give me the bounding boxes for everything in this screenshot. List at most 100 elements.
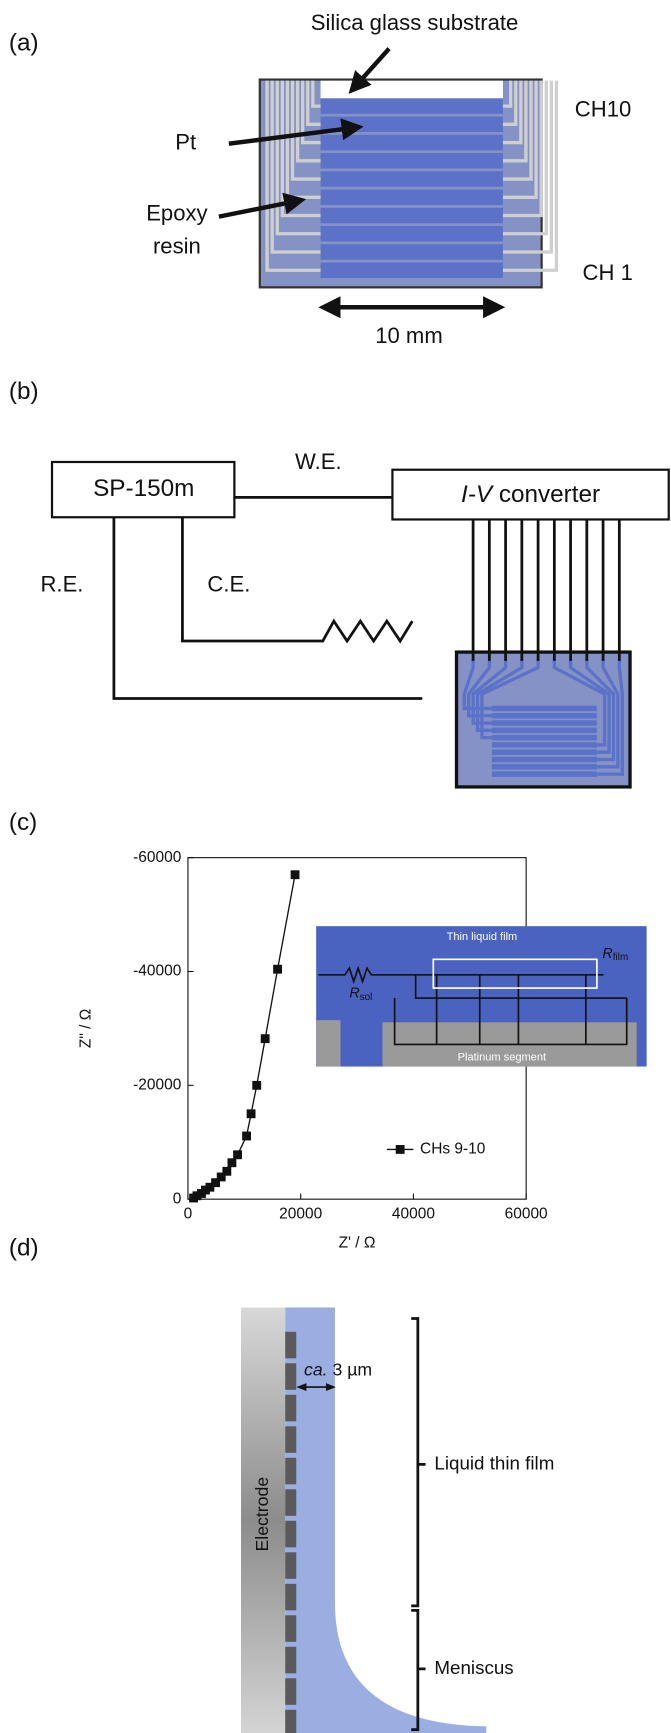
trace <box>502 80 554 254</box>
point <box>273 964 282 974</box>
trace <box>502 80 523 145</box>
trace <box>502 80 518 126</box>
trace <box>480 658 540 740</box>
scale-label: 10 mm <box>375 323 443 348</box>
segment <box>285 1457 297 1485</box>
x-tick-label: 60000 <box>505 1206 548 1223</box>
y-axis-label: Z" / Ω <box>77 1009 94 1048</box>
trace <box>502 80 513 108</box>
point <box>227 1158 237 1168</box>
pt-stripe <box>320 226 503 242</box>
pt-stripe <box>320 244 503 260</box>
arrow <box>218 192 307 219</box>
segment <box>285 1489 297 1516</box>
trace <box>471 658 508 725</box>
segment <box>285 1520 297 1548</box>
trace <box>311 80 321 108</box>
channel-label: CH 1 <box>583 260 633 285</box>
electrode <box>241 1307 286 1733</box>
subscript: sol <box>360 992 373 1003</box>
inset: Thin liquid film Platinum segment Rsol R… <box>316 926 647 1067</box>
panel-label: (d) <box>9 1234 39 1261</box>
x-tick-label: 0 <box>184 1206 193 1223</box>
electrode-label: Electrode <box>252 1477 272 1552</box>
annotation: Pt <box>175 130 196 155</box>
point <box>242 1131 251 1141</box>
wires <box>112 495 423 700</box>
pt-stripe <box>320 153 503 169</box>
point <box>290 870 300 880</box>
instrument-label: SP-150m <box>93 475 194 502</box>
pt-stripe <box>320 116 503 133</box>
point <box>216 1172 226 1182</box>
pt-stripe <box>320 98 503 114</box>
converter-label: I-V converter <box>461 482 600 509</box>
legend-marker <box>395 1145 405 1154</box>
point <box>252 1080 262 1090</box>
inset-label: Rsol <box>349 985 372 1002</box>
segment <box>285 1363 297 1390</box>
arrow <box>348 47 391 94</box>
pt-stripe <box>491 764 597 770</box>
trace <box>295 80 321 163</box>
point <box>233 1150 242 1160</box>
chart: 0 20000 40000 60000 0 -20000 -40000 -60000 Z' / … <box>77 849 547 1252</box>
segment <box>285 1583 297 1611</box>
liquid <box>285 1307 487 1733</box>
trace <box>502 80 559 272</box>
segment <box>285 1646 297 1674</box>
series-line <box>193 874 296 1199</box>
device <box>258 78 559 289</box>
pt-stripe <box>320 262 503 278</box>
electrode-label: W.E. <box>295 449 342 474</box>
pt-stripe <box>491 727 597 734</box>
trace <box>502 80 543 218</box>
inset-label: Platinum segment <box>458 1052 546 1064</box>
trace <box>502 80 548 236</box>
thickness-label: ca. 3 µm <box>304 1359 372 1379</box>
inset-label: Rfilm <box>602 946 628 963</box>
region-label: Liquid thin film <box>434 1452 554 1473</box>
pt-stripe <box>491 734 597 741</box>
x-tick-label: 20000 <box>279 1206 322 1223</box>
panel-label: (a) <box>9 30 39 57</box>
region-label: Meniscus <box>434 1657 513 1678</box>
panel-label: (b) <box>9 378 39 405</box>
point <box>205 1182 215 1192</box>
pt-stripe <box>491 742 597 748</box>
pt-stripe <box>491 712 597 719</box>
segment <box>285 1615 297 1642</box>
trace <box>596 658 624 776</box>
small-device <box>454 650 632 789</box>
pt-stripe <box>320 134 503 151</box>
trace <box>301 80 321 145</box>
trace <box>502 80 528 163</box>
converter-italic: I-V <box>461 482 495 509</box>
symbol: R <box>602 946 612 962</box>
segment <box>285 1394 297 1422</box>
annotation: Silica glass substrate <box>311 10 519 35</box>
trace <box>280 80 321 218</box>
inset-label: Thin liquid film <box>447 931 518 943</box>
legend-label: CHs 9-10 <box>420 1141 485 1158</box>
trace <box>585 658 616 762</box>
trace <box>502 80 533 181</box>
segment <box>285 1331 297 1359</box>
pt-stripe <box>491 705 597 712</box>
point <box>260 1034 270 1044</box>
trace <box>306 80 321 126</box>
annotation: resin <box>153 233 201 258</box>
trace <box>568 658 611 754</box>
segment <box>285 1552 297 1579</box>
trace <box>596 658 620 769</box>
trace <box>290 80 321 181</box>
y-tick-label: -60000 <box>133 849 181 866</box>
panel-label: (c) <box>9 809 37 836</box>
trace <box>265 80 321 272</box>
electrode-label: R.E. <box>40 572 83 597</box>
point <box>211 1178 220 1188</box>
pt-stripe <box>491 749 597 755</box>
subscript: film <box>613 952 628 963</box>
trace <box>275 80 321 236</box>
